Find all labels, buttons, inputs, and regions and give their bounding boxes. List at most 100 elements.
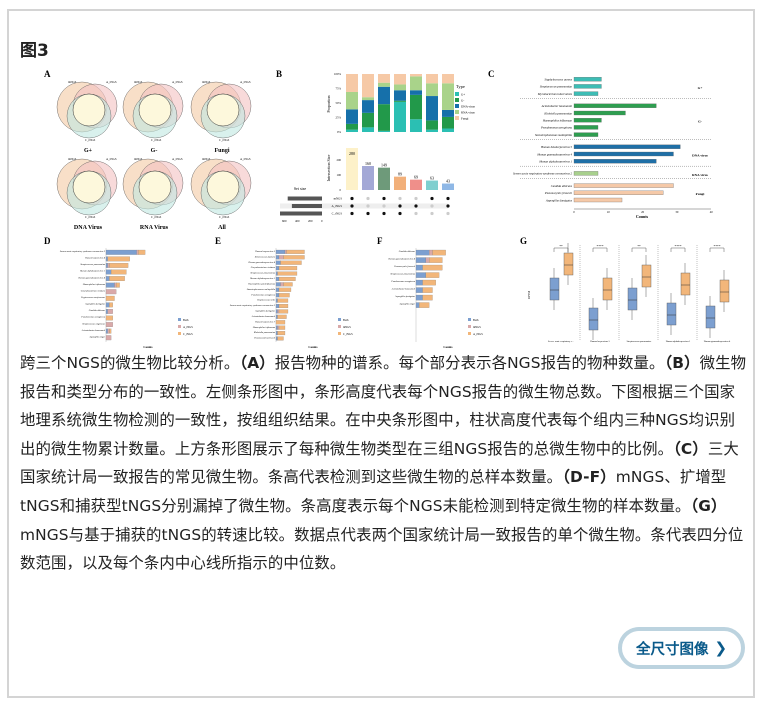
proportion-bar-segment <box>362 74 374 98</box>
venn-title: All <box>218 225 226 231</box>
missed-bar-segment <box>429 249 433 256</box>
missed-bar-segment <box>422 279 436 286</box>
venn-set-label: A_tNGS <box>106 80 117 84</box>
intersection-bar <box>346 148 358 190</box>
intersection-tick: 100 <box>337 173 342 177</box>
missed-bar-segment <box>415 287 423 293</box>
matrix-dot <box>366 211 370 216</box>
caption-panel-ref: （G） <box>690 496 727 515</box>
missed-bar-segment <box>277 298 289 303</box>
missed-bar-segment <box>105 335 112 341</box>
organism-label: Acinetobacter baumannii <box>81 329 106 332</box>
venn-set-label: mNGS <box>134 80 143 84</box>
matrix-dot <box>366 196 370 201</box>
proportion-bar-segment <box>346 109 358 124</box>
proportion-bar-segment <box>378 74 390 83</box>
caption-text: mNGS、扩增型tNGS和捕获型tNGS分别漏掉了微生物。条高度表示每个NGS未… <box>20 468 727 515</box>
venn-core <box>72 170 106 204</box>
organism-label: Streptococcus pneumoniae <box>390 273 415 276</box>
venn-title: RNA Virus <box>140 225 169 231</box>
missed-bar-segment <box>109 328 112 334</box>
count-bar <box>573 110 626 116</box>
significance-bracket <box>631 247 647 252</box>
count-bar <box>573 103 657 108</box>
proportion-bar-segment <box>362 97 374 101</box>
venn-core <box>206 170 240 204</box>
x-tick: 0 <box>573 210 575 214</box>
legend-swatch <box>468 332 471 335</box>
missed-bar-segment <box>277 271 298 276</box>
x-tick: 20 <box>641 210 645 214</box>
missed-bar-segment <box>107 309 113 314</box>
organism-label: Haemophilus influenzae <box>252 326 275 329</box>
significance-stars: **** <box>597 244 604 248</box>
organism-label: Corynebacterium striatum <box>251 266 276 269</box>
matrix-row <box>280 203 448 209</box>
missed-bar-segment <box>415 279 423 286</box>
set-size-label: Set size <box>294 186 307 191</box>
legend-swatch <box>455 104 459 108</box>
missed-bar-segment <box>107 256 130 262</box>
missed-bar-segment <box>277 325 280 330</box>
full-size-image-button[interactable]: 全尺寸图像 ❯ <box>618 627 745 669</box>
missed-bar-segment <box>275 287 280 292</box>
missed-bar-segment <box>275 309 278 314</box>
organism-label: Human gammaherpesvirus 4 <box>387 258 415 261</box>
significance-bracket <box>709 247 725 252</box>
organism-label: Pneumocystis jirovecii <box>544 191 572 195</box>
missed-bar-segment <box>429 257 443 263</box>
missed-bar-segment <box>275 325 278 330</box>
caption-panel-ref: （D-F） <box>562 468 616 487</box>
venn-diagram: mNGS A_tNGS C_tNGS RNA Virus <box>122 157 184 231</box>
set-name: mNGS <box>334 197 343 201</box>
proportion-bar-segment <box>410 94 422 120</box>
organism-label: Acinetobacter baumannii <box>251 315 276 318</box>
panel-letter-B: B <box>276 69 282 79</box>
venn-set-label: mNGS <box>202 157 211 161</box>
legend-label: C_tNGS <box>183 333 193 336</box>
missed-bar-segment <box>432 249 446 256</box>
proportion-bar-segment <box>362 112 374 128</box>
organism-label: Human alphaherpesvirus 1 <box>249 278 275 280</box>
box <box>680 272 691 296</box>
group-label: DNA virus <box>692 153 708 157</box>
venn-core <box>72 93 106 127</box>
venn-set-label: C_tNGS <box>85 215 96 219</box>
missed-bar-segment <box>275 260 281 265</box>
matrix-dot <box>350 204 354 208</box>
legend-swatch <box>338 325 341 328</box>
proportion-tick: 75% <box>336 87 342 91</box>
count-bar <box>573 144 681 149</box>
figure-caption: 跨三个NGS的微生物比较分析。（A）报告物种的谱系。每个部分表示各NGS报告的物… <box>20 349 750 578</box>
intersection-bar <box>442 183 454 190</box>
missed-bar-segment <box>415 264 423 271</box>
set-size-tick: 0 <box>321 219 323 223</box>
missed-bar-segment <box>116 282 120 288</box>
caption-text: mNGS与基于捕获的tNGS的转速比较。数据点代表两个国家统计局一致报告的单个微… <box>20 525 744 573</box>
intersection-count: 149 <box>381 163 387 168</box>
proportion-bar-segment <box>378 130 390 132</box>
organism-label: Acinetobacter baumannii <box>391 288 416 291</box>
group-label: Human herpesvirus 5 <box>590 341 610 343</box>
proportion-bar-segment <box>442 74 454 84</box>
venn-set-label: A_tNGS <box>172 80 183 84</box>
missed-bar-segment <box>136 249 139 255</box>
missed-bar-segment <box>275 255 280 260</box>
organism-label: Cryptococcus neoformans <box>81 296 105 299</box>
set-size-bar <box>287 196 322 201</box>
proportion-bar-segment <box>394 101 406 132</box>
missed-bar-segment <box>422 287 433 293</box>
matrix-dot <box>398 211 402 216</box>
intersection-bar <box>426 180 438 190</box>
matrix-dot <box>382 204 386 208</box>
x-axis-label: Counts <box>143 345 153 349</box>
venn-diagram: mNGS A_tNGS C_tNGS G- <box>122 80 184 154</box>
missed-bar-segment <box>278 266 298 271</box>
proportion-bar-segment <box>426 74 438 84</box>
set-size-tick: 400 <box>295 219 300 223</box>
missed-bar-segment <box>278 304 289 309</box>
missed-bar-segment <box>105 263 108 268</box>
panel-letter-A: A <box>44 69 51 79</box>
box <box>549 277 560 301</box>
